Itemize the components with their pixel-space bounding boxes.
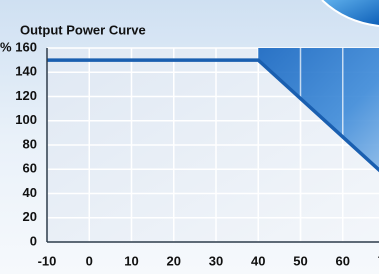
y-tick-label: 0 — [30, 233, 37, 248]
y-tick-label: 160 — [15, 39, 37, 54]
x-tick-label: 40 — [251, 253, 265, 268]
y-axis-label: % — [0, 39, 12, 54]
x-tick-label: 60 — [336, 253, 350, 268]
x-tick-label: 50 — [293, 253, 307, 268]
y-tick-label: 140 — [15, 64, 37, 79]
y-tick-label: 40 — [23, 185, 37, 200]
x-tick-label: 30 — [209, 253, 223, 268]
x-tick-label: -10 — [38, 253, 57, 268]
y-tick-label: 100 — [15, 112, 37, 127]
y-tick-label: 120 — [15, 88, 37, 103]
x-tick-label: 20 — [167, 253, 181, 268]
page: {"chart_data": {"type": "line", "title":… — [0, 0, 379, 274]
x-tick-label: 0 — [86, 253, 93, 268]
y-tick-label: 80 — [23, 136, 37, 151]
y-tick-label: 20 — [23, 209, 37, 224]
chart: Output Power Curve % 0204060801001201401… — [0, 0, 379, 274]
y-tick-label: 60 — [23, 161, 37, 176]
x-tick-label: 10 — [124, 253, 138, 268]
chart-title: Output Power Curve — [20, 22, 146, 37]
